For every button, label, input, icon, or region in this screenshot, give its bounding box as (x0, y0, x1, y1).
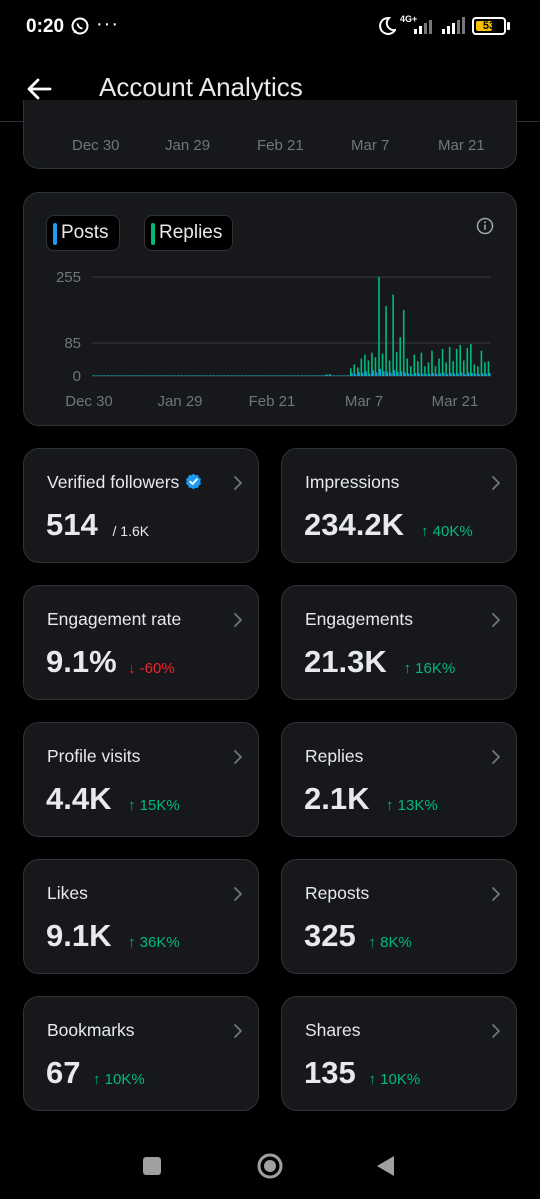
metric-label: Engagements (305, 609, 413, 630)
chevron-right-icon (234, 476, 242, 490)
metric-label-text: Impressions (305, 472, 400, 492)
metric-label: Verified followers (47, 472, 202, 493)
metric-delta: ↑ 13K% (386, 797, 438, 814)
more-dots-icon: ··· (96, 13, 119, 35)
chevron-right-icon (492, 613, 500, 627)
legend-label: Posts (61, 222, 109, 243)
legend-swatch-replies (151, 223, 155, 245)
metric-delta: ↑ 15K% (128, 797, 180, 814)
metric-label: Profile visits (47, 746, 140, 767)
metric-value: 67 (46, 1055, 81, 1090)
metric-value: 21.3K (304, 644, 387, 679)
network-type-label: 4G+ (400, 14, 417, 24)
x-tick-label: Feb 21 (257, 137, 304, 154)
activity-chart-card: Posts Replies (23, 192, 517, 426)
metric-card-impressions[interactable]: Impressions 234.2K ↑ 40K% (281, 448, 517, 563)
metric-card-engagements[interactable]: Engagements 21.3K ↑ 16K% (281, 585, 517, 700)
battery-fill (476, 21, 492, 31)
metric-label-text: Engagements (305, 609, 413, 629)
metric-delta: ↑ 8K% (368, 934, 412, 951)
chevron-right-icon (234, 613, 242, 627)
metric-label-text: Reposts (305, 883, 370, 903)
metric-value: 9.1K (46, 918, 112, 953)
system-nav-bar (0, 1130, 540, 1199)
metric-delta: ↑ 10K% (368, 1071, 421, 1088)
metric-value: 2.1K (304, 781, 370, 816)
metric-card-engagement-rate[interactable]: Engagement rate 9.1% ↓ -60% (23, 585, 259, 700)
metric-label: Engagement rate (47, 609, 181, 630)
chevron-right-icon (492, 887, 500, 901)
metric-value: 9.1% (46, 644, 117, 679)
metric-label: Shares (305, 1020, 360, 1041)
chevron-right-icon (492, 750, 500, 764)
system-back-icon[interactable] (374, 1154, 396, 1178)
x-tick-label: Mar 7 (351, 137, 390, 154)
metric-value: 234.2K (304, 507, 404, 542)
metric-delta: ↑ 16K% (403, 660, 456, 677)
metric-card-likes[interactable]: Likes 9.1K ↑ 36K% (23, 859, 259, 974)
metric-value: 4.4K (46, 781, 112, 816)
x-tick-label: Dec 30 (72, 137, 120, 154)
metric-card-profile-visits[interactable]: Profile visits 4.4K ↑ 15K% (23, 722, 259, 837)
metric-label: Replies (305, 746, 363, 767)
battery-tip (507, 22, 510, 30)
chevron-right-icon (492, 476, 500, 490)
metric-card-reposts[interactable]: Reposts 325 ↑ 8K% (281, 859, 517, 974)
verified-badge-icon (186, 473, 202, 490)
x-tick-label: Jan 29 (165, 137, 211, 154)
legend-label: Replies (159, 222, 223, 243)
metric-label-text: Shares (305, 1020, 361, 1040)
recents-icon[interactable] (143, 1157, 161, 1175)
chevron-right-icon (492, 1024, 500, 1038)
metric-value: 135 (304, 1055, 356, 1090)
top-chart-card (23, 100, 517, 169)
metric-label: Bookmarks (47, 1020, 135, 1041)
x-tick-label: Mar 21 (438, 137, 485, 154)
metric-card-bookmarks[interactable]: Bookmarks 67 ↑ 10K% (23, 996, 259, 1111)
battery-level: 53 (482, 20, 496, 32)
4g-signal-icon: 4G+ (400, 14, 432, 34)
metric-delta: ↓ -60% (128, 660, 175, 677)
metric-label: Reposts (305, 883, 369, 904)
moon-icon (379, 16, 396, 35)
status-bar: 0:20 ··· 4G+ 53 (0, 0, 540, 54)
metric-label-text: Likes (47, 883, 88, 903)
status-time: 0:20 (26, 16, 65, 37)
page-title: Account Analytics (99, 72, 303, 102)
metric-label-text: Bookmarks (47, 1020, 135, 1040)
metric-label-text: Replies (305, 746, 364, 766)
legend-swatch-posts (53, 223, 57, 245)
chevron-right-icon (234, 1024, 242, 1038)
signal-icon (442, 17, 465, 34)
metric-card-shares[interactable]: Shares 135 ↑ 10K% (281, 996, 517, 1111)
metric-delta: ↑ 36K% (128, 934, 180, 951)
metric-value: 325 (304, 918, 356, 953)
metric-label: Likes (47, 883, 88, 904)
metric-label-text: Engagement rate (47, 609, 182, 629)
legend-posts[interactable]: Posts (46, 215, 120, 251)
chevron-right-icon (234, 750, 242, 764)
info-icon[interactable] (476, 217, 494, 235)
battery-icon: 53 (472, 17, 506, 35)
legend-replies[interactable]: Replies (144, 215, 234, 251)
chevron-right-icon (234, 887, 242, 901)
metric-card-verified-followers[interactable]: Verified followers 514 / 1.6K (23, 448, 259, 563)
metric-delta: ↑ 40K% (421, 523, 473, 540)
metric-label-text: Profile visits (47, 746, 141, 766)
metric-delta: ↑ 10K% (93, 1071, 145, 1088)
home-icon[interactable] (256, 1152, 284, 1180)
back-arrow-icon[interactable] (24, 74, 54, 104)
metric-card-replies[interactable]: Replies 2.1K ↑ 13K% (281, 722, 517, 837)
metric-label-text: Verified followers (47, 472, 180, 492)
metric-label: Impressions (305, 472, 399, 493)
whatsapp-icon (71, 17, 89, 35)
metric-total: / 1.6K (112, 523, 150, 539)
metric-value: 514 (46, 507, 98, 542)
